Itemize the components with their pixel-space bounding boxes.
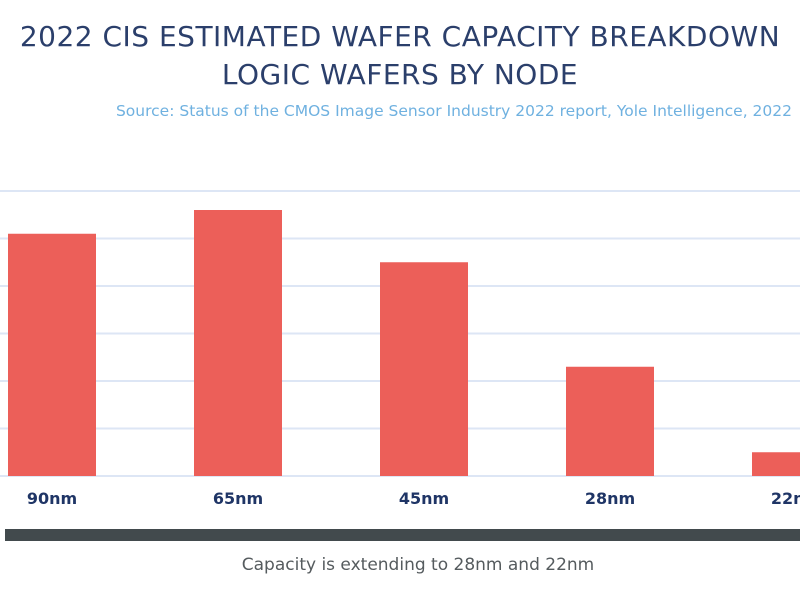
bar-28nm (566, 366, 654, 476)
footer-bar (5, 529, 800, 541)
footer-caption: Capacity is extending to 28nm and 22nm (241, 555, 595, 575)
x-tick-label-65nm: 65nm (212, 489, 264, 508)
x-tick-label-22nm: 22nm (770, 489, 800, 508)
bars (8, 210, 800, 476)
chart-title-line2: LOGIC WAFERS BY NODE (221, 58, 579, 91)
bar-22nm (752, 452, 800, 476)
chart-subtitle: Source: Status of the CMOS Image Sensor … (115, 102, 792, 120)
bar-65nm (194, 210, 282, 476)
bar-45nm (380, 262, 468, 476)
x-tick-label-45nm: 45nm (398, 489, 450, 508)
x-tick-label-90nm: 90nm (26, 489, 78, 508)
bar-90nm (8, 233, 96, 476)
x-tick-label-28nm: 28nm (584, 489, 636, 508)
chart-title-line1: 2022 CIS ESTIMATED WAFER CAPACITY BREAKD… (19, 20, 781, 53)
